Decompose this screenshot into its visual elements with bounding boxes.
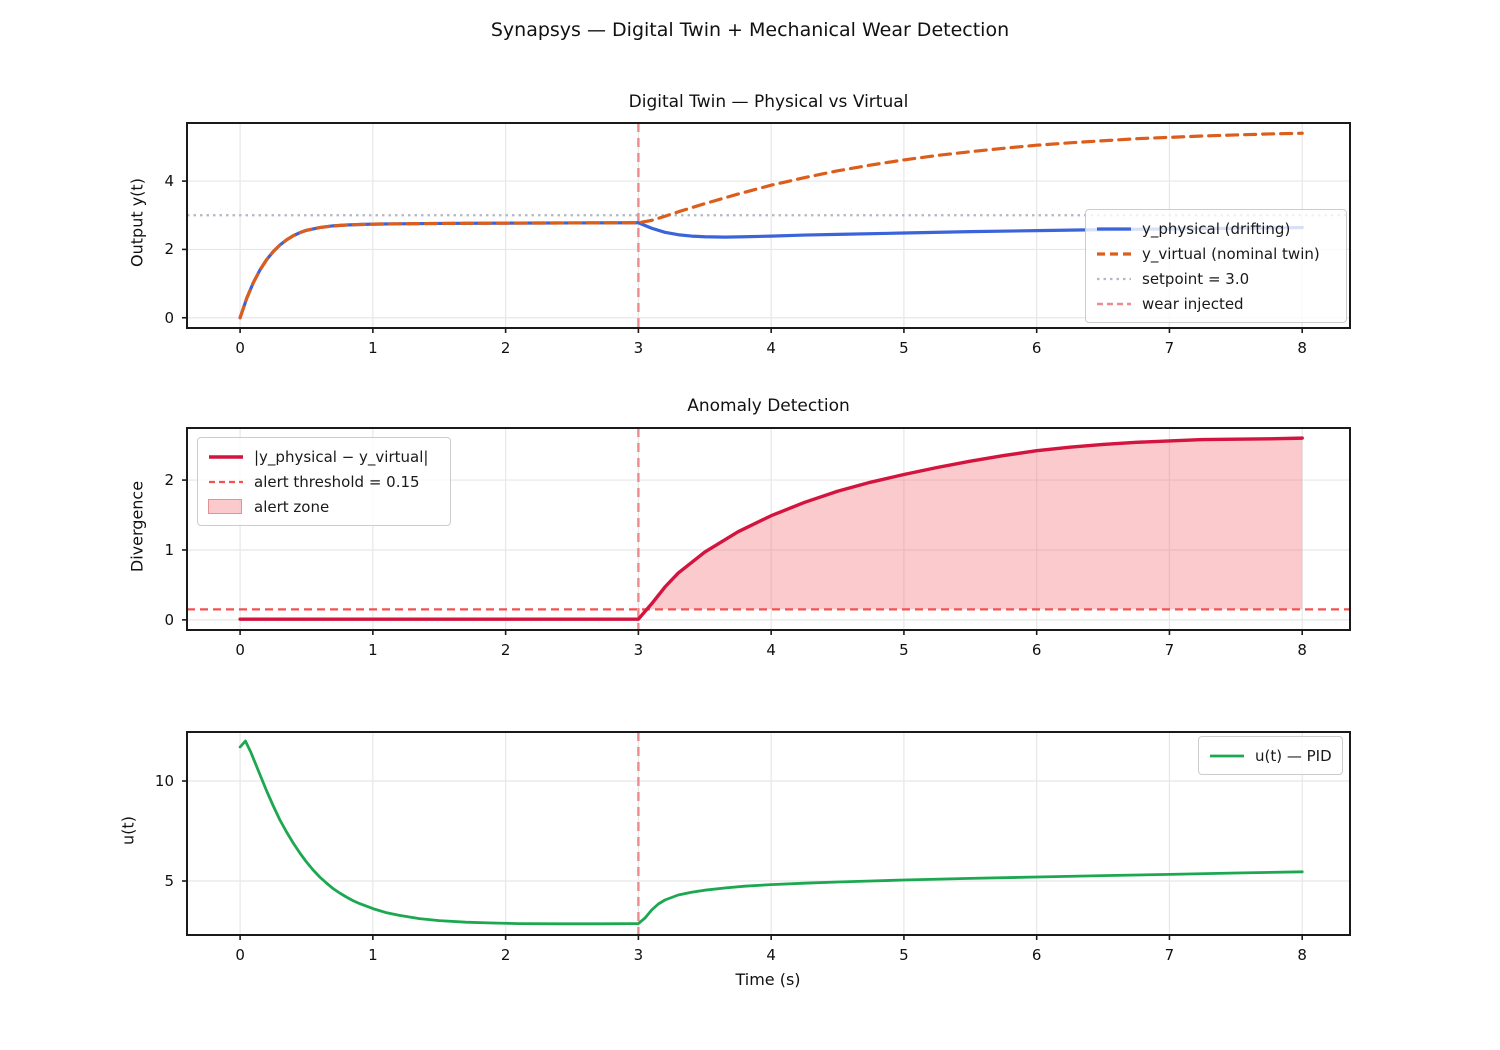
x-tick-label: 0 [235, 641, 245, 659]
line-swatch-icon [1209, 752, 1245, 760]
x-tick-label: 7 [1164, 946, 1175, 964]
x-tick-label: 5 [899, 339, 909, 357]
x-tick-label: 3 [633, 946, 644, 964]
legend-label: alert zone [254, 497, 330, 516]
chart1-ylabel: Output y(t) [127, 178, 147, 267]
y-tick-label: 2 [164, 240, 174, 259]
chart2-title: Anomaly Detection [687, 396, 850, 416]
x-tick-label: 1 [368, 641, 378, 659]
dashed-line-swatch-icon [1096, 250, 1132, 258]
x-tick-label: 6 [1031, 339, 1042, 357]
chart1-legend: y_physical (drifting) y_virtual (nominal… [1085, 209, 1347, 323]
line-swatch-icon [208, 453, 244, 461]
x-tick-label: 1 [368, 946, 378, 964]
legend-label: y_virtual (nominal twin) [1142, 244, 1320, 263]
chart1-title: Digital Twin — Physical vs Virtual [628, 92, 909, 112]
x-tick-label: 5 [899, 641, 909, 659]
legend-item-divergence: |y_physical − y_virtual| [208, 444, 440, 469]
x-tick-label: 3 [633, 641, 644, 659]
patch-swatch-icon [208, 499, 242, 514]
legend-label: wear injected [1142, 294, 1244, 313]
x-tick-label: 4 [766, 339, 776, 357]
x-tick-label: 2 [500, 641, 511, 659]
y-tick-label: 2 [164, 471, 174, 490]
line-swatch-icon [1096, 225, 1132, 233]
x-tick-label: 7 [1164, 339, 1175, 357]
legend-label: alert threshold = 0.15 [254, 472, 420, 491]
legend-item-y-physical: y_physical (drifting) [1096, 216, 1336, 241]
legend-label: y_physical (drifting) [1142, 219, 1291, 238]
x-tick-label: 8 [1297, 946, 1307, 964]
y-tick-label: 0 [164, 308, 174, 327]
dashed-line-swatch-icon [208, 478, 244, 486]
figure-title: Synapsys — Digital Twin + Mechanical Wea… [490, 19, 1010, 41]
x-tick-label: 5 [899, 946, 909, 964]
legend-label: setpoint = 3.0 [1142, 269, 1250, 288]
x-tick-label: 6 [1031, 946, 1042, 964]
x-tick-label: 4 [766, 641, 776, 659]
y-tick-label: 10 [154, 772, 174, 790]
y-tick-label: 5 [164, 872, 174, 890]
legend-label: u(t) — PID [1255, 746, 1332, 765]
x-tick-label: 0 [235, 339, 245, 357]
legend-item-setpoint: setpoint = 3.0 [1096, 266, 1336, 291]
legend-label: |y_physical − y_virtual| [254, 447, 429, 466]
legend-item-alert-threshold: alert threshold = 0.15 [208, 469, 440, 494]
x-axis-label: Time (s) [735, 970, 801, 989]
x-tick-label: 1 [368, 339, 378, 357]
x-tick-label: 4 [766, 946, 776, 964]
x-tick-label: 7 [1164, 641, 1175, 659]
x-tick-label: 0 [235, 946, 245, 964]
dashed-line-swatch-icon [1096, 300, 1132, 308]
x-tick-label: 6 [1031, 641, 1042, 659]
chart2-legend: |y_physical − y_virtual| alert threshold… [197, 437, 451, 526]
legend-item-u-pid: u(t) — PID [1209, 743, 1332, 768]
x-tick-label: 3 [633, 339, 644, 357]
x-tick-label: 2 [500, 946, 511, 964]
legend-item-alert-zone: alert zone [208, 494, 440, 519]
y-tick-label: 4 [164, 172, 174, 191]
chart3-legend: u(t) — PID [1198, 736, 1343, 775]
y-tick-label: 1 [164, 540, 174, 559]
dotted-line-swatch-icon [1096, 275, 1132, 283]
chart2-ylabel: Divergence [127, 480, 147, 573]
x-tick-label: 2 [500, 339, 511, 357]
legend-item-wear-injected: wear injected [1096, 291, 1336, 316]
x-tick-label: 8 [1297, 339, 1307, 357]
y-tick-label: 0 [164, 610, 174, 629]
legend-item-y-virtual: y_virtual (nominal twin) [1096, 241, 1336, 266]
x-tick-label: 8 [1297, 641, 1307, 659]
